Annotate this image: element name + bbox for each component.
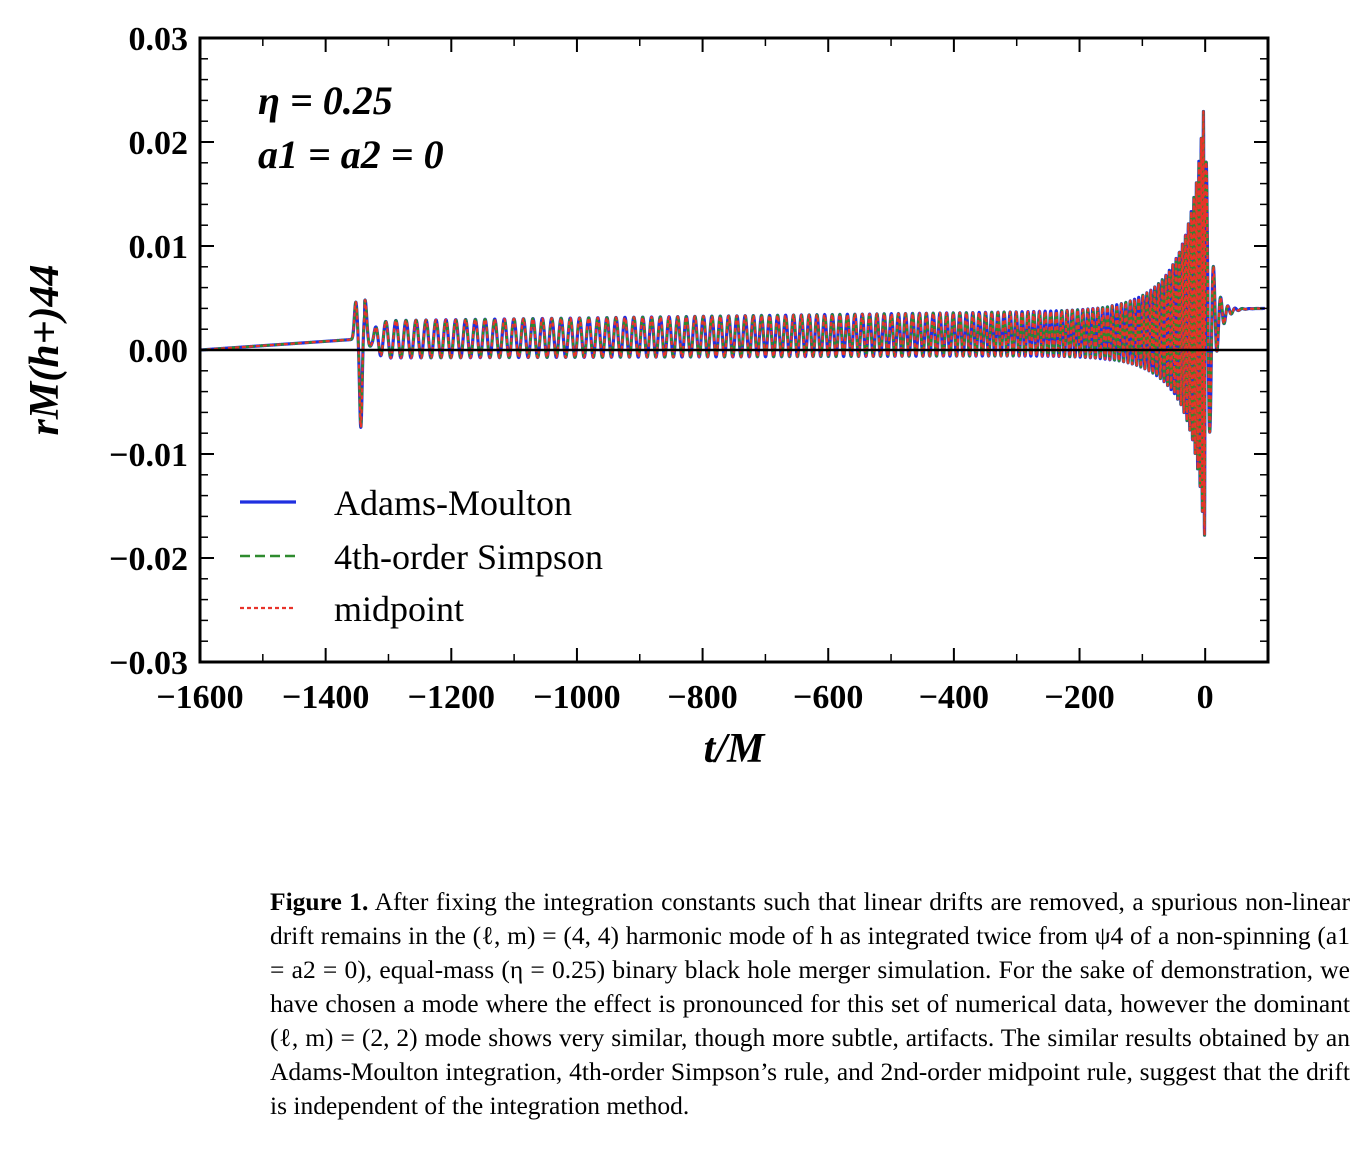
annotation-spins: a1 = a2 = 0: [258, 132, 444, 177]
y-tick-label: 0.02: [129, 125, 189, 162]
y-axis-label: rM(h+)44: [22, 265, 68, 436]
x-tick-label: −1200: [408, 679, 495, 716]
annotation-eta: η = 0.25: [258, 78, 393, 123]
caption-text: After fixing the integration constants s…: [270, 887, 1350, 1120]
legend-label: Adams-Moulton: [334, 483, 572, 523]
x-tick-label: −200: [1044, 679, 1114, 716]
series-line-4th-order-simpson: [198, 110, 1266, 537]
x-tick-label: −600: [793, 679, 863, 716]
series-curves: [198, 109, 1267, 537]
y-tick-label: 0.01: [129, 229, 189, 266]
y-tick-label: 0.00: [129, 333, 189, 370]
x-tick-labels: −1600 −1400 −1200 −1000 −800 −600 −400 −200 0: [156, 679, 1213, 716]
legend: Adams-Moulton 4th-order Simpson midpoint: [240, 483, 603, 629]
waveform-chart: −1600 −1400 −1200 −1000 −800 −600 −400 −200 0 −0…: [22, 21, 1270, 772]
figure-panel: −1600 −1400 −1200 −1000 −800 −600 −400 −200 0 −0…: [22, 21, 1270, 772]
caption-label: Figure 1.: [270, 887, 369, 916]
x-tick-label: −1600: [156, 679, 243, 716]
y-tick-label: −0.01: [109, 437, 188, 474]
series-line-midpoint: [199, 110, 1266, 537]
x-axis-label: t/M: [704, 726, 766, 772]
axis-ticks: [199, 37, 1268, 663]
y-tick-labels: −0.03 −0.02 −0.01 0.00 0.01 0.02 0.03: [109, 21, 188, 682]
x-tick-label: −1000: [533, 679, 620, 716]
x-tick-label: −400: [919, 679, 989, 716]
legend-label: 4th-order Simpson: [334, 537, 603, 577]
y-tick-label: −0.03: [109, 645, 188, 682]
legend-label: midpoint: [334, 589, 464, 629]
x-tick-label: −800: [667, 679, 737, 716]
y-tick-label: 0.03: [129, 21, 189, 58]
x-tick-label: −1400: [282, 679, 369, 716]
figure-caption: Figure 1. After fixing the integration c…: [270, 885, 1350, 1123]
x-tick-label: 0: [1197, 679, 1214, 716]
y-tick-label: −0.02: [109, 541, 188, 578]
